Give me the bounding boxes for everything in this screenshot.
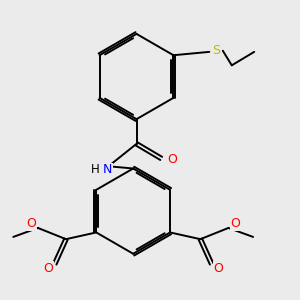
Text: O: O — [230, 217, 240, 230]
Text: N: N — [103, 163, 112, 176]
Text: O: O — [167, 153, 177, 166]
Text: O: O — [213, 262, 223, 275]
Text: H: H — [91, 163, 99, 176]
Text: S: S — [212, 44, 220, 57]
Text: O: O — [26, 217, 36, 230]
Text: O: O — [43, 262, 53, 275]
